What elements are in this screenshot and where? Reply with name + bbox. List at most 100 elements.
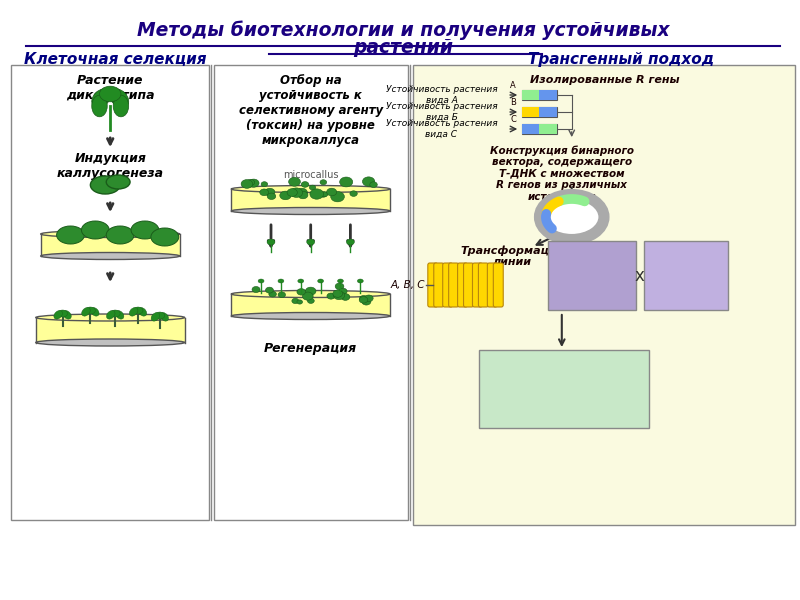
- FancyBboxPatch shape: [231, 189, 390, 211]
- Ellipse shape: [362, 298, 371, 305]
- Ellipse shape: [327, 293, 335, 299]
- FancyBboxPatch shape: [479, 350, 649, 428]
- Ellipse shape: [231, 208, 390, 214]
- Ellipse shape: [131, 221, 159, 239]
- FancyBboxPatch shape: [449, 263, 458, 307]
- FancyBboxPatch shape: [11, 65, 210, 520]
- Ellipse shape: [246, 179, 254, 185]
- Text: Конструкция бинарного
вектора, содержащего
Т-ДНК с множеством
R генов из различн: Конструкция бинарного вектора, содержаще…: [490, 145, 634, 202]
- FancyBboxPatch shape: [442, 263, 453, 307]
- Ellipse shape: [340, 177, 353, 187]
- Bar: [539, 107, 557, 117]
- Ellipse shape: [113, 95, 129, 117]
- Ellipse shape: [339, 288, 347, 295]
- Ellipse shape: [110, 310, 120, 317]
- Ellipse shape: [310, 185, 316, 190]
- FancyBboxPatch shape: [231, 294, 390, 316]
- Bar: [522, 107, 557, 117]
- Text: A: A: [510, 81, 516, 90]
- Ellipse shape: [326, 188, 337, 196]
- FancyBboxPatch shape: [413, 65, 795, 525]
- Ellipse shape: [330, 191, 344, 202]
- Ellipse shape: [231, 290, 390, 298]
- Bar: [539, 124, 557, 134]
- Text: Устойчивость растения
вида Б: Устойчивость растения вида Б: [386, 102, 498, 122]
- Text: Растение
дикого типа: Растение дикого типа: [66, 74, 154, 102]
- Ellipse shape: [265, 188, 275, 196]
- FancyBboxPatch shape: [487, 263, 498, 307]
- Ellipse shape: [41, 253, 180, 259]
- Ellipse shape: [320, 180, 326, 185]
- Text: microcallus: microcallus: [283, 170, 338, 180]
- FancyBboxPatch shape: [214, 65, 408, 520]
- Ellipse shape: [86, 307, 95, 314]
- Ellipse shape: [350, 191, 358, 196]
- Ellipse shape: [302, 182, 309, 187]
- Ellipse shape: [297, 289, 306, 295]
- Ellipse shape: [278, 292, 286, 298]
- Ellipse shape: [57, 226, 85, 244]
- Ellipse shape: [289, 178, 300, 186]
- Text: А, В, С: А, В, С: [390, 280, 425, 290]
- Ellipse shape: [287, 188, 298, 196]
- Ellipse shape: [90, 176, 120, 194]
- Ellipse shape: [258, 279, 264, 283]
- Text: Трансгенный подход: Трансгенный подход: [528, 52, 714, 67]
- Text: Изолированные R гены: Изолированные R гены: [530, 75, 679, 85]
- Ellipse shape: [335, 283, 344, 290]
- Bar: [522, 107, 539, 117]
- Ellipse shape: [62, 311, 71, 319]
- FancyBboxPatch shape: [478, 263, 488, 307]
- Ellipse shape: [359, 296, 367, 302]
- Text: растений: растений: [353, 38, 453, 57]
- Bar: [522, 90, 539, 100]
- Ellipse shape: [297, 188, 307, 196]
- Ellipse shape: [115, 311, 124, 319]
- Bar: [522, 124, 539, 134]
- FancyBboxPatch shape: [494, 263, 503, 307]
- Ellipse shape: [318, 279, 323, 283]
- FancyBboxPatch shape: [41, 234, 180, 256]
- Ellipse shape: [261, 182, 268, 187]
- Ellipse shape: [82, 221, 110, 239]
- Ellipse shape: [82, 308, 90, 316]
- Ellipse shape: [92, 89, 110, 108]
- Ellipse shape: [241, 179, 253, 188]
- Text: Получение
устойчивой линии
требует несколько
поколений бэкроссов: Получение устойчивой линии требует неско…: [499, 366, 628, 412]
- Ellipse shape: [307, 298, 314, 304]
- Ellipse shape: [370, 182, 378, 187]
- Ellipse shape: [334, 291, 345, 299]
- Ellipse shape: [292, 298, 299, 304]
- Ellipse shape: [54, 311, 62, 319]
- Ellipse shape: [267, 193, 276, 200]
- Text: Клеточная селекция: Клеточная селекция: [24, 52, 206, 67]
- Ellipse shape: [359, 296, 368, 303]
- Ellipse shape: [155, 312, 165, 319]
- Ellipse shape: [364, 295, 373, 302]
- Ellipse shape: [133, 307, 143, 314]
- FancyBboxPatch shape: [548, 241, 636, 310]
- Ellipse shape: [333, 290, 342, 298]
- Ellipse shape: [92, 95, 107, 117]
- Ellipse shape: [306, 287, 316, 295]
- Text: Маркерная
линия: Маркерная линия: [655, 265, 716, 287]
- Ellipse shape: [106, 226, 134, 244]
- FancyBboxPatch shape: [36, 317, 185, 343]
- FancyBboxPatch shape: [463, 263, 474, 307]
- Ellipse shape: [302, 292, 313, 300]
- Ellipse shape: [138, 308, 146, 316]
- Ellipse shape: [99, 86, 121, 102]
- Bar: [539, 90, 557, 100]
- Ellipse shape: [280, 191, 291, 200]
- Ellipse shape: [306, 239, 314, 245]
- Ellipse shape: [41, 230, 180, 238]
- FancyBboxPatch shape: [434, 263, 444, 307]
- Text: Трансформация
линии: Трансформация линии: [460, 245, 564, 267]
- Ellipse shape: [298, 279, 304, 283]
- Ellipse shape: [36, 314, 185, 321]
- Ellipse shape: [260, 189, 269, 196]
- Ellipse shape: [252, 286, 260, 293]
- Text: x: x: [634, 267, 644, 285]
- Ellipse shape: [267, 239, 275, 245]
- Ellipse shape: [110, 89, 129, 108]
